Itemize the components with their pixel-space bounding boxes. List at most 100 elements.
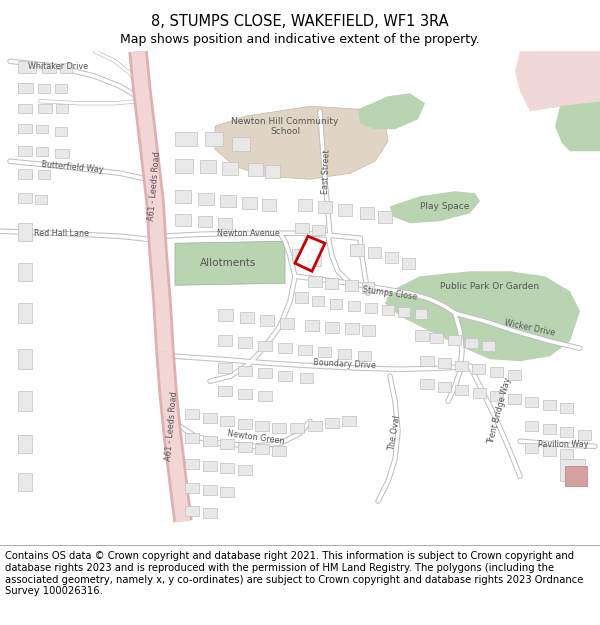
Bar xyxy=(455,385,468,395)
Bar xyxy=(222,162,238,175)
Bar xyxy=(398,308,410,318)
Bar xyxy=(280,318,294,329)
Bar xyxy=(200,160,216,173)
Bar xyxy=(455,361,468,371)
Text: Butterfield Way: Butterfield Way xyxy=(41,160,103,174)
Bar xyxy=(543,446,556,456)
Bar xyxy=(175,132,197,146)
Bar xyxy=(220,416,234,426)
Bar xyxy=(482,341,495,351)
Polygon shape xyxy=(175,241,285,285)
Polygon shape xyxy=(515,51,600,111)
Bar xyxy=(18,83,33,93)
Text: Newton Green: Newton Green xyxy=(227,429,285,446)
Bar xyxy=(238,419,252,429)
Bar xyxy=(330,299,342,309)
Bar xyxy=(415,309,427,319)
Bar xyxy=(365,303,377,313)
Bar xyxy=(36,148,48,156)
Bar xyxy=(345,280,358,291)
Bar xyxy=(38,170,50,179)
Bar xyxy=(300,373,313,383)
Bar xyxy=(218,309,233,321)
Bar xyxy=(205,132,223,146)
Bar xyxy=(308,421,322,431)
Bar xyxy=(560,459,585,481)
Bar xyxy=(318,348,331,358)
Text: Red Hall Lane: Red Hall Lane xyxy=(35,229,89,238)
Bar xyxy=(290,423,304,433)
Bar xyxy=(378,211,392,223)
Bar xyxy=(402,258,415,269)
Bar xyxy=(448,335,461,345)
Text: Wicker Drive: Wicker Drive xyxy=(504,319,556,338)
Bar xyxy=(308,276,322,288)
Bar xyxy=(525,398,538,408)
Bar xyxy=(318,201,332,213)
Bar xyxy=(312,225,325,235)
Bar xyxy=(60,63,72,73)
Bar xyxy=(18,104,32,113)
Bar xyxy=(525,443,538,453)
Bar xyxy=(415,330,429,341)
Text: Pavilion Way: Pavilion Way xyxy=(538,440,588,449)
Text: A61 - Leeds Road: A61 - Leeds Road xyxy=(164,391,179,461)
Bar xyxy=(438,382,451,392)
Text: Stumps Close: Stumps Close xyxy=(362,285,418,301)
Bar xyxy=(338,349,351,359)
Bar xyxy=(543,400,556,410)
Bar xyxy=(358,351,371,361)
Bar xyxy=(218,386,232,396)
Bar xyxy=(473,388,486,398)
Bar xyxy=(338,204,352,216)
Bar xyxy=(218,218,232,229)
Bar xyxy=(420,356,434,366)
Bar xyxy=(185,506,199,516)
Bar xyxy=(368,248,381,258)
Bar xyxy=(298,199,312,211)
Bar xyxy=(238,389,252,399)
Bar xyxy=(18,169,32,179)
Bar xyxy=(350,244,364,256)
Bar xyxy=(240,312,254,323)
Bar xyxy=(220,488,234,498)
Bar xyxy=(185,459,199,469)
Bar xyxy=(255,421,269,431)
Polygon shape xyxy=(385,271,580,361)
Text: Public Park Or Garden: Public Park Or Garden xyxy=(440,282,539,291)
Bar xyxy=(18,146,32,156)
Bar xyxy=(203,461,217,471)
Bar xyxy=(203,436,217,446)
Bar xyxy=(430,333,443,343)
Polygon shape xyxy=(295,236,325,271)
Text: Map shows position and indicative extent of the property.: Map shows position and indicative extent… xyxy=(120,32,480,46)
Bar xyxy=(175,190,191,203)
Bar xyxy=(42,63,56,73)
Text: Boundary Drive: Boundary Drive xyxy=(313,358,377,371)
Bar xyxy=(242,198,257,209)
Bar xyxy=(55,84,67,93)
Bar xyxy=(248,163,263,176)
Text: Trent Bridge Way: Trent Bridge Way xyxy=(487,377,513,446)
Bar xyxy=(298,345,312,355)
Bar xyxy=(185,409,199,419)
Bar xyxy=(255,444,269,454)
Bar xyxy=(325,278,338,289)
Bar xyxy=(295,292,308,303)
Text: A61 - Leeds Road: A61 - Leeds Road xyxy=(148,151,163,221)
Bar xyxy=(385,253,398,263)
Bar xyxy=(38,104,52,113)
Bar xyxy=(325,418,339,428)
Bar xyxy=(258,391,272,401)
Bar xyxy=(272,446,286,456)
Bar xyxy=(543,424,556,434)
Bar xyxy=(262,199,276,211)
Text: Allotments: Allotments xyxy=(200,258,256,268)
Bar xyxy=(278,371,292,381)
Bar xyxy=(272,423,286,433)
Bar xyxy=(55,127,67,136)
Bar xyxy=(360,208,374,219)
Bar xyxy=(578,430,591,440)
Bar xyxy=(295,223,309,233)
Bar xyxy=(18,223,32,241)
